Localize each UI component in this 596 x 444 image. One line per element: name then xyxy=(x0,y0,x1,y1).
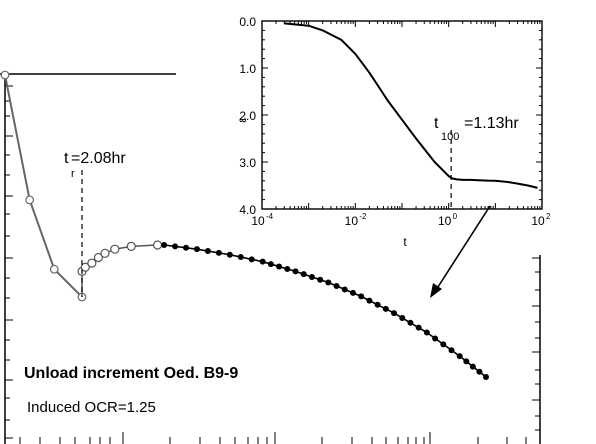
inset-x-tick-label: 10 xyxy=(251,214,265,228)
secondary-point xyxy=(308,273,315,280)
secondary-point xyxy=(300,271,307,278)
inset-y-tick-label: 4.0 xyxy=(239,203,256,217)
annotation-title: Unload increment Oed. B9-9 xyxy=(24,365,238,382)
tr-label-sub: r xyxy=(71,168,75,180)
inset-x-tick-exp: 0 xyxy=(453,212,458,221)
secondary-point xyxy=(382,305,389,312)
rebound-point xyxy=(87,258,97,268)
secondary-point xyxy=(366,297,373,304)
secondary-point xyxy=(423,329,430,336)
loading-point xyxy=(49,264,59,274)
secondary-point xyxy=(276,263,283,270)
secondary-point xyxy=(469,363,476,370)
loading-point xyxy=(25,195,35,205)
secondary-point xyxy=(456,353,463,360)
rebound-point xyxy=(110,244,120,254)
secondary-point xyxy=(267,261,274,268)
rebound-point xyxy=(152,240,163,250)
inset-x-tick-label: 10 xyxy=(438,214,452,228)
secondary-point xyxy=(440,341,447,348)
callout-arrow-head xyxy=(430,283,442,298)
inset-x-tick-exp: -2 xyxy=(359,212,367,221)
loading-curve xyxy=(4,74,83,298)
secondary-point xyxy=(341,286,348,293)
secondary-point xyxy=(476,368,483,375)
callout-arrow-line xyxy=(435,205,491,291)
secondary-point xyxy=(325,279,332,286)
t100-label-main: t xyxy=(434,115,439,132)
secondary-curve xyxy=(164,244,487,378)
secondary-point xyxy=(358,293,365,300)
secondary-point xyxy=(415,324,422,331)
inset-x-tick-label: 10 xyxy=(345,214,359,228)
secondary-point xyxy=(172,243,179,250)
inset-y-tick-label: 3.0 xyxy=(239,156,256,170)
inset-y-axis-label: ε xyxy=(235,117,249,123)
secondary-point xyxy=(183,244,190,251)
inset-curve xyxy=(284,22,538,189)
secondary-point xyxy=(237,254,244,261)
secondary-point xyxy=(317,276,324,283)
secondary-point xyxy=(349,289,356,296)
secondary-point xyxy=(226,251,233,258)
inset-y-tick-label: 1.0 xyxy=(239,62,256,76)
inset-x-tick-label: 10 xyxy=(531,214,545,228)
inset-y-tick-label: 2.0 xyxy=(239,109,256,123)
inset-x-axis-label: t xyxy=(403,235,407,249)
t100-label-value: =1.13hr xyxy=(464,115,519,132)
t100-label-sub: 100 xyxy=(441,131,459,143)
secondary-point xyxy=(483,374,489,380)
annotation-ocr: Induced OCR=1.25 xyxy=(27,399,156,416)
secondary-point xyxy=(391,310,398,317)
secondary-point xyxy=(248,256,255,263)
secondary-point xyxy=(259,258,266,265)
secondary-point xyxy=(204,248,211,255)
secondary-point xyxy=(432,335,439,342)
secondary-point xyxy=(374,301,381,308)
secondary-point xyxy=(399,314,406,321)
inset-y-tick-label: 0.0 xyxy=(239,15,256,29)
secondary-point xyxy=(292,268,299,275)
loading-point xyxy=(0,70,10,80)
rebound-point xyxy=(80,262,90,272)
secondary-point xyxy=(215,249,222,256)
secondary-point xyxy=(463,358,470,365)
inset-x-tick-exp: 2 xyxy=(546,212,551,221)
secondary-point xyxy=(448,347,455,354)
rebound-curve xyxy=(81,244,158,297)
secondary-point xyxy=(333,282,340,289)
secondary-point xyxy=(193,246,200,253)
secondary-point xyxy=(284,265,291,272)
rebound-point xyxy=(93,252,104,263)
secondary-point xyxy=(161,242,168,248)
inset-x-tick-exp: -4 xyxy=(266,212,274,221)
secondary-point xyxy=(407,319,414,326)
rebound-point xyxy=(126,241,136,251)
tr-label-value: =2.08hr xyxy=(71,150,126,167)
rebound-point xyxy=(100,248,110,258)
tr-label-main: t xyxy=(64,150,69,167)
